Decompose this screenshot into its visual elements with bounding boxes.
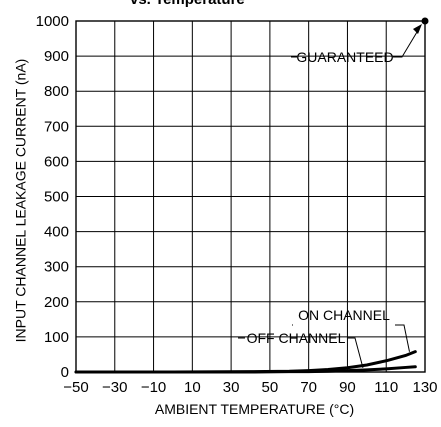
y-axis-title: INPUT CHANNEL LEAKAGE CURRENT (nA) <box>13 59 29 343</box>
y-tick-label: 300 <box>44 259 69 276</box>
y-tick-label: 100 <box>44 329 69 346</box>
y-tick-label: 900 <box>44 48 69 65</box>
x-tick-label: −30 <box>102 379 127 396</box>
y-tick-label: 400 <box>44 224 69 241</box>
x-tick-label: 110 <box>374 379 398 396</box>
y-tick-label: 200 <box>44 294 69 311</box>
annotations: GUARANTEED ON CHANNEL OFF CHANNEL <box>238 17 429 369</box>
x-axis-title: AMBIENT TEMPERATURE (°C) <box>155 401 354 417</box>
tick-labels: 0 100 200 300 400 500 600 700 800 900 1000 −50 −30 −1… <box>36 13 438 396</box>
off-channel-leader <box>348 337 364 369</box>
x-tick-label: −10 <box>141 379 166 396</box>
x-tick-label: 50 <box>262 379 279 396</box>
x-tick-label: 30 <box>223 379 240 396</box>
x-tick-label: 10 <box>184 379 201 396</box>
off-channel-label: OFF CHANNEL <box>247 330 346 346</box>
chart-title: vs. Temperature <box>130 0 245 8</box>
on-channel-leader <box>395 324 410 352</box>
series-line-off-channel <box>74 365 417 374</box>
y-tick-label: 500 <box>44 189 69 206</box>
y-tick-label: 1000 <box>36 13 69 30</box>
series-lines <box>74 350 417 374</box>
y-tick-label: 800 <box>44 83 69 100</box>
x-tick-label: 90 <box>339 379 356 396</box>
plot-frame <box>75 20 426 373</box>
x-tick-label: 70 <box>300 379 317 396</box>
y-tick-label: 700 <box>44 118 69 135</box>
guaranteed-leader-arrow <box>393 26 421 58</box>
gridlines <box>76 21 425 372</box>
x-tick-label: 130 <box>412 379 437 396</box>
guaranteed-arrowhead <box>413 24 422 34</box>
y-tick-label: 0 <box>61 364 69 381</box>
on-channel-label: ON CHANNEL <box>298 307 390 323</box>
x-tick-label: −50 <box>63 379 88 396</box>
guaranteed-label: GUARANTEED <box>296 49 393 65</box>
y-tick-label: 600 <box>44 153 69 170</box>
